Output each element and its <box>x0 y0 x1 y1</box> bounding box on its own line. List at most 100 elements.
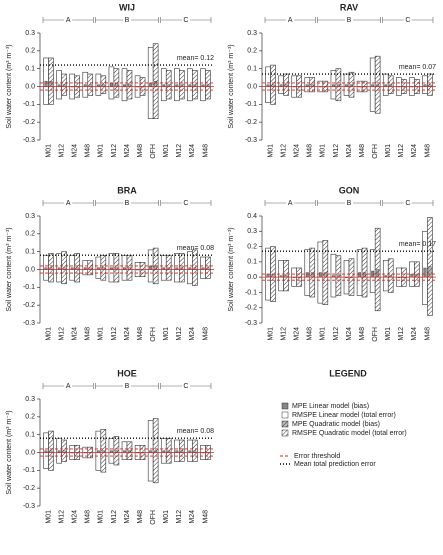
legend-title: LEGEND <box>329 368 367 378</box>
y-tick-label: 0.3 <box>25 396 35 403</box>
x-tick-label: M01 <box>320 327 327 341</box>
x-tick-label: M24 <box>72 144 79 158</box>
legend-label: RMSPE Linear model (total error) <box>292 412 396 419</box>
x-tick-label: M24 <box>124 510 131 524</box>
legend-label: Mean total prediction error <box>294 461 376 468</box>
mean-label: mean= 0.12 <box>177 55 214 62</box>
y-tick-label: 0.0 <box>247 83 257 90</box>
group-label: C <box>183 17 188 24</box>
y-tick-label: 0.1 <box>25 66 35 73</box>
mpe-bar <box>49 80 53 87</box>
group-label-bg <box>64 382 73 390</box>
y-tick-label: 0.4 <box>247 213 257 220</box>
group-label: B <box>125 383 130 390</box>
panel-title: HOE <box>117 368 137 378</box>
legend-swatch <box>281 429 289 437</box>
y-axis-label: Soil water content (m³ m⁻³) <box>6 44 13 128</box>
y-tick-label: 0.1 <box>247 259 257 266</box>
y-tick-label: 0.2 <box>25 48 35 55</box>
x-tick-label: M48 <box>359 144 366 158</box>
x-tick-label: M48 <box>137 327 144 341</box>
legend-label: RMSPE Quadratic model (total error) <box>292 430 407 437</box>
group-label: A <box>66 200 71 207</box>
y-tick-label: 0.2 <box>25 231 35 238</box>
x-tick-label: M24 <box>346 327 353 341</box>
y-tick-label: 0.1 <box>247 66 257 73</box>
legend-label: MPE Quadratic model (bias) <box>292 421 380 428</box>
mpe-bar <box>149 265 153 270</box>
group-label-bg <box>403 16 412 24</box>
x-tick-label: M24 <box>346 144 353 158</box>
x-tick-label: M12 <box>58 510 65 524</box>
group-label: B <box>125 17 130 24</box>
x-tick-label: M48 <box>424 144 431 158</box>
x-tick-label: M12 <box>58 144 65 158</box>
x-tick-label: M24 <box>411 144 418 158</box>
y-axis-label: Soil water content (m³ m⁻³) <box>228 227 235 311</box>
x-tick-label: M24 <box>189 327 196 341</box>
group-label-bg <box>123 199 131 207</box>
group-label: A <box>66 383 71 390</box>
x-tick-label: M48 <box>307 144 314 158</box>
x-tick-label: M48 <box>307 327 314 341</box>
x-tick-label: M24 <box>124 144 131 158</box>
mean-label: mean= 0.07 <box>399 64 436 71</box>
mpe-bar <box>363 272 367 278</box>
mpe-bar <box>154 80 158 87</box>
x-tick-label: M12 <box>176 327 183 341</box>
y-tick-label: 0.3 <box>247 30 257 37</box>
y-tick-label: -0.2 <box>23 302 35 309</box>
x-tick-label: M01 <box>320 144 327 158</box>
mpe-bar <box>428 266 432 278</box>
x-tick-label: M12 <box>176 144 183 158</box>
mean-label: mean= 0.08 <box>177 428 214 435</box>
group-label: A <box>288 17 293 24</box>
x-tick-label: OFH <box>150 327 157 342</box>
x-tick-label: M01 <box>267 144 274 158</box>
group-label: A <box>288 200 293 207</box>
x-tick-label: M48 <box>202 510 209 524</box>
y-tick-label: 0.2 <box>247 48 257 55</box>
mpe-bar <box>310 272 314 278</box>
mpe-bar <box>149 82 153 87</box>
x-tick-label: M01 <box>45 510 52 524</box>
mpe-bar <box>415 273 419 278</box>
x-tick-label: M12 <box>333 144 340 158</box>
x-tick-label: M24 <box>72 510 79 524</box>
y-tick-label: 0.3 <box>25 213 35 220</box>
x-tick-label: M12 <box>280 144 287 158</box>
y-tick-label: 0.3 <box>25 30 35 37</box>
y-tick-label: -0.1 <box>23 284 35 291</box>
x-tick-label: M24 <box>72 327 79 341</box>
group-label-bg <box>181 382 190 390</box>
y-tick-label: -0.3 <box>23 503 35 510</box>
group-label-bg <box>403 199 412 207</box>
x-tick-label: M48 <box>424 327 431 341</box>
x-tick-label: M01 <box>163 144 170 158</box>
group-label-bg <box>64 16 73 24</box>
y-tick-label: 0.2 <box>247 243 257 250</box>
y-tick-label: -0.1 <box>245 101 257 108</box>
legend-label: MPE Linear model (bias) <box>292 403 369 410</box>
y-tick-label: 0.0 <box>25 83 35 90</box>
x-tick-label: M01 <box>385 327 392 341</box>
legend-swatch <box>281 402 289 410</box>
x-tick-label: M12 <box>58 327 65 341</box>
panel-title: BRA <box>117 185 137 195</box>
y-tick-label: -0.3 <box>23 137 35 144</box>
group-label-bg <box>345 199 353 207</box>
mpe-bar <box>109 82 113 87</box>
mpe-bar <box>318 272 322 278</box>
x-tick-label: M01 <box>98 510 105 524</box>
group-label-bg <box>181 199 190 207</box>
x-tick-label: M48 <box>85 144 92 158</box>
y-tick-label: 0.0 <box>25 449 35 456</box>
x-tick-label: M48 <box>85 327 92 341</box>
y-tick-label: -0.2 <box>245 119 257 126</box>
y-tick-label: -0.1 <box>245 289 257 296</box>
x-tick-label: M01 <box>163 510 170 524</box>
group-label-bg <box>123 16 131 24</box>
group-label: B <box>125 200 130 207</box>
x-tick-label: M48 <box>359 327 366 341</box>
mpe-bar <box>271 273 275 278</box>
